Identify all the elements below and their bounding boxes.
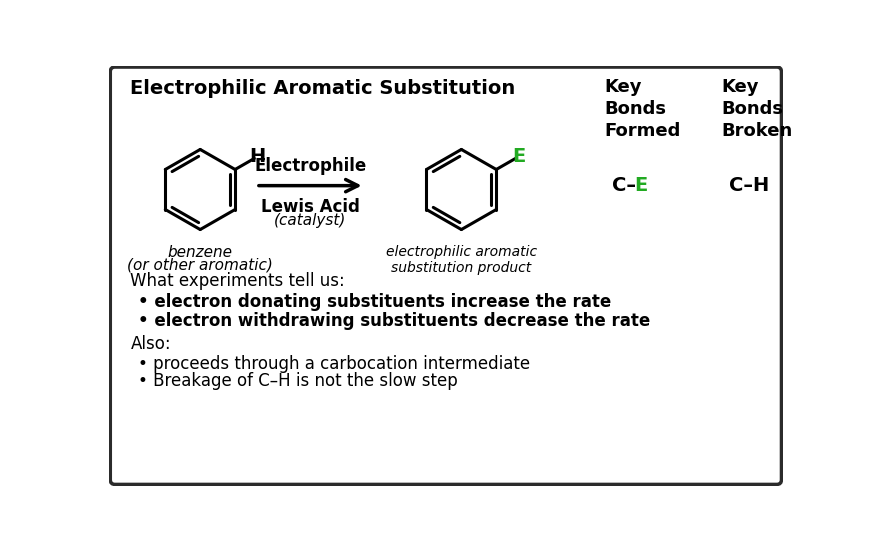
Text: H: H [249, 147, 266, 166]
Text: electrophilic aromatic
substitution product: electrophilic aromatic substitution prod… [385, 245, 536, 275]
Text: Key
Bonds
Broken: Key Bonds Broken [720, 78, 792, 140]
Text: E: E [634, 176, 647, 195]
Text: What experiments tell us:: What experiments tell us: [130, 272, 345, 290]
Text: Also:: Also: [130, 335, 171, 353]
Text: • proceeds through a carbocation intermediate: • proceeds through a carbocation interme… [138, 355, 530, 373]
Text: Electrophile: Electrophile [254, 157, 366, 175]
Text: Electrophilic Aromatic Substitution: Electrophilic Aromatic Substitution [130, 79, 515, 98]
Text: E: E [512, 147, 525, 166]
Text: • electron donating substituents increase the rate: • electron donating substituents increas… [138, 293, 611, 311]
FancyBboxPatch shape [110, 67, 780, 484]
Text: • Breakage of C–H is not the slow step: • Breakage of C–H is not the slow step [138, 372, 457, 390]
Text: • electron withdrawing substituents decrease the rate: • electron withdrawing substituents decr… [138, 312, 650, 330]
Text: (or other aromatic): (or other aromatic) [127, 257, 273, 272]
Text: C–H: C–H [728, 176, 768, 195]
Text: C–: C– [612, 176, 636, 195]
Text: Key
Bonds
Formed: Key Bonds Formed [604, 78, 680, 140]
Text: Lewis Acid: Lewis Acid [261, 198, 359, 216]
Text: benzene: benzene [168, 245, 232, 260]
Text: (catalyst): (catalyst) [274, 213, 346, 228]
